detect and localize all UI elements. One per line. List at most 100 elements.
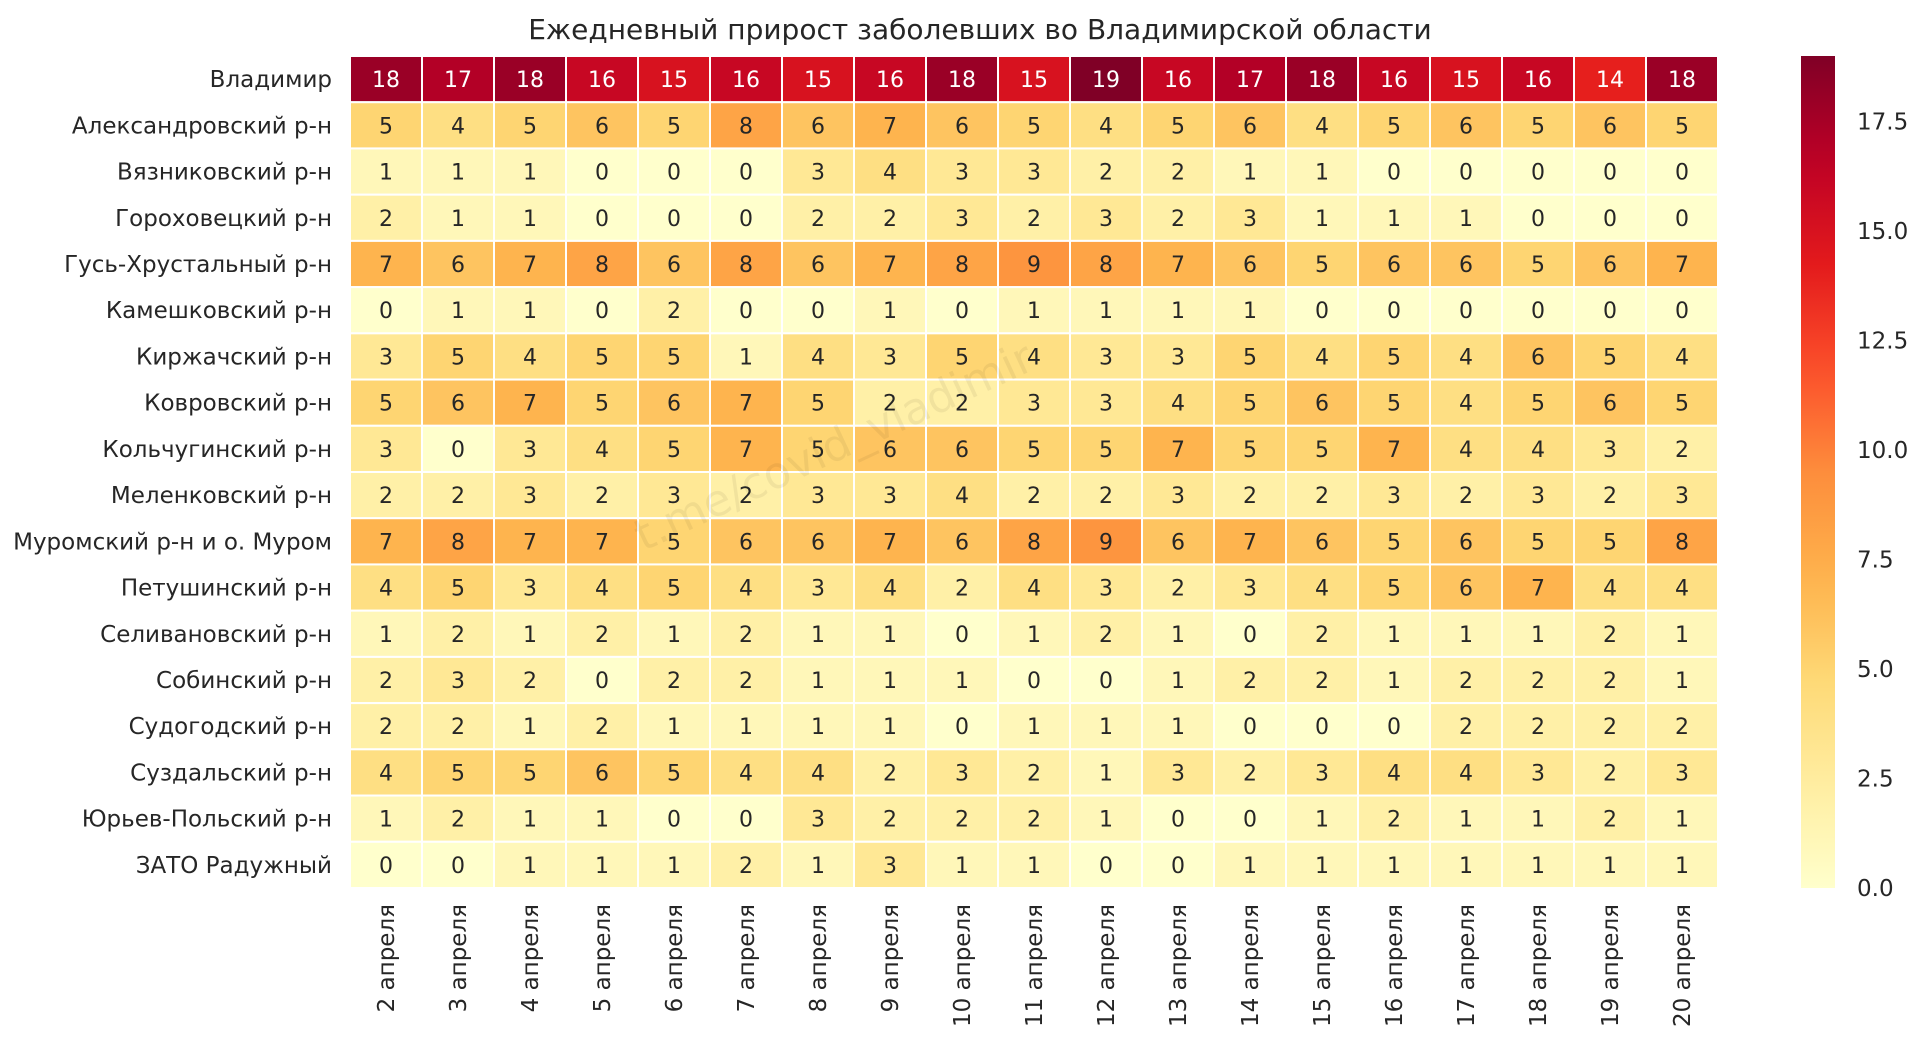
cell-value-label: 16	[588, 68, 616, 93]
cell-value-label: 4	[955, 484, 969, 509]
row-label: Вязниковский р-н	[117, 160, 332, 186]
heatmap-cell	[1141, 101, 1215, 150]
cell-value-label: 0	[595, 669, 609, 694]
heatmap-cell	[1213, 332, 1287, 381]
cell-value-label: 1	[1531, 623, 1545, 648]
heatmap-cell	[1141, 702, 1215, 751]
cell-value-label: 2	[595, 623, 609, 648]
heatmap-cell	[781, 609, 855, 658]
heatmap-cell	[1285, 748, 1359, 797]
column-label: 8 апреля	[806, 904, 832, 1012]
cell-value-label: 2	[1171, 161, 1185, 186]
cell-value-label: 0	[379, 854, 393, 879]
cell-value-label: 0	[1531, 207, 1545, 232]
cell-value-label: 4	[1459, 392, 1473, 417]
cell-value-label: 2	[883, 761, 897, 786]
cell-value-label: 4	[1603, 577, 1617, 602]
cell-value-label: 3	[1387, 484, 1401, 509]
cell-value-label: 18	[516, 68, 544, 93]
cell-value-label: 5	[811, 392, 825, 417]
cell-value-label: 3	[1171, 345, 1185, 370]
cell-value-label: 7	[1243, 530, 1257, 555]
cell-value-label: 7	[1387, 438, 1401, 463]
cell-value-label: 2	[1531, 669, 1545, 694]
cell-value-label: 6	[1387, 253, 1401, 278]
cell-value-label: 1	[1675, 669, 1689, 694]
heatmap-cell	[1429, 563, 1503, 612]
cell-value-label: 5	[379, 114, 393, 139]
heatmap-cell	[709, 517, 783, 566]
cell-value-label: 5	[1387, 345, 1401, 370]
cell-value-label: 0	[595, 161, 609, 186]
cell-value-label: 1	[523, 808, 537, 833]
cell-value-label: 15	[804, 68, 832, 93]
heatmap-cell	[1429, 609, 1503, 658]
cell-value-label: 0	[667, 207, 681, 232]
cell-value-label: 0	[1387, 715, 1401, 740]
heatmap-cell	[1285, 378, 1359, 427]
heatmap-cell	[1069, 471, 1143, 520]
cell-value-label: 0	[739, 207, 753, 232]
heatmap-cell	[493, 840, 567, 889]
heatmap-cell	[1429, 840, 1503, 889]
cell-value-label: 2	[883, 808, 897, 833]
cell-value-label: 1	[1099, 761, 1113, 786]
cell-value-label: 3	[955, 207, 969, 232]
column-label: 6 апреля	[662, 904, 688, 1012]
cell-value-label: 2	[1027, 808, 1041, 833]
heatmap-cell	[781, 424, 855, 473]
cell-value-label: 0	[1099, 669, 1113, 694]
cell-value-label: 4	[1675, 577, 1689, 602]
heatmap-cell	[637, 702, 711, 751]
heatmap-cell	[421, 840, 495, 889]
cell-value-label: 5	[523, 114, 537, 139]
cell-value-label: 7	[1171, 253, 1185, 278]
cell-value-label: 0	[1603, 299, 1617, 324]
cell-value-label: 15	[660, 68, 688, 93]
cell-value-label: 3	[1099, 345, 1113, 370]
heatmap-cell	[997, 332, 1071, 381]
cell-value-label: 4	[1315, 345, 1329, 370]
cell-value-label: 2	[1099, 161, 1113, 186]
cell-value-label: 6	[1315, 392, 1329, 417]
cell-value-label: 5	[1315, 253, 1329, 278]
cell-value-label: 5	[1531, 114, 1545, 139]
cell-value-label: 8	[739, 253, 753, 278]
heatmap-cell	[493, 794, 567, 843]
heatmap-cell	[1645, 55, 1719, 104]
cell-value-label: 3	[955, 761, 969, 786]
cell-value-label: 4	[595, 577, 609, 602]
heatmap-cell	[1573, 609, 1647, 658]
cell-value-label: 6	[1603, 253, 1617, 278]
heatmap-cell	[1069, 147, 1143, 196]
heatmap-cell	[925, 748, 999, 797]
cell-value-label: 3	[1099, 577, 1113, 602]
cell-value-label: 0	[1459, 299, 1473, 324]
cell-value-label: 1	[1099, 715, 1113, 740]
cell-value-label: 5	[451, 761, 465, 786]
cell-value-label: 7	[523, 392, 537, 417]
heatmap-cell	[997, 55, 1071, 104]
cell-value-label: 8	[955, 253, 969, 278]
cell-value-label: 1	[1675, 854, 1689, 879]
cell-value-label: 0	[667, 161, 681, 186]
cell-value-label: 5	[379, 392, 393, 417]
heatmap-cell	[1285, 424, 1359, 473]
cell-value-label: 2	[1027, 207, 1041, 232]
cell-value-label: 5	[1027, 114, 1041, 139]
cell-value-label: 0	[811, 299, 825, 324]
column-label: 20 апреля	[1670, 904, 1696, 1027]
cell-value-label: 3	[883, 345, 897, 370]
row-label: Ковровский р-н	[144, 391, 332, 417]
heatmap-cell	[349, 655, 423, 705]
cell-value-label: 2	[811, 207, 825, 232]
cell-value-label: 3	[1027, 392, 1041, 417]
cell-value-label: 6	[1459, 530, 1473, 555]
cell-value-label: 17	[444, 68, 472, 93]
cell-value-label: 2	[739, 669, 753, 694]
heatmap-cell	[1213, 840, 1287, 889]
cell-value-label: 1	[1099, 299, 1113, 324]
cell-value-label: 4	[595, 438, 609, 463]
cell-value-label: 2	[1315, 623, 1329, 648]
heatmap-cell	[1645, 563, 1719, 612]
